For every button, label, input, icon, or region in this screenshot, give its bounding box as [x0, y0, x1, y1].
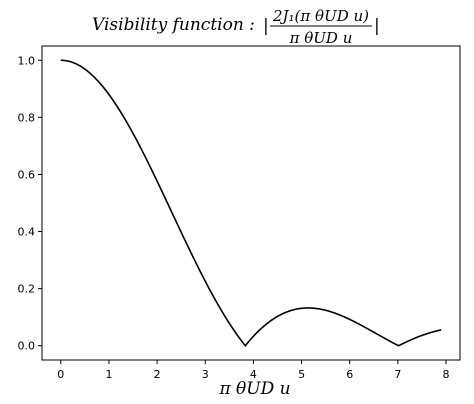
x-tick-label: 4 [250, 368, 257, 381]
y-tick-label: 0.6 [18, 168, 36, 181]
plot-area-frame [41, 45, 461, 361]
y-tick-label: 0.0 [18, 340, 36, 353]
x-axis-ticks: 0 1 2 3 4 5 6 7 8 [57, 360, 450, 381]
x-tick-label: 0 [57, 368, 64, 381]
x-tick-label: 6 [346, 368, 353, 381]
y-axis-ticks: 0.0 0.2 0.4 0.6 0.8 1.0 [18, 54, 42, 353]
x-tick-label: 7 [394, 368, 401, 381]
series-line [60, 59, 442, 347]
title-prefix: Visibility function : [92, 15, 255, 35]
x-axis-label: π θUD u [218, 379, 290, 399]
x-tick-label: 1 [105, 368, 112, 381]
title-numerator: 2J₁(π θUD u) [272, 7, 369, 25]
y-tick-label: 1.0 [18, 54, 36, 67]
y-tick-label: 0.4 [18, 226, 36, 239]
title-bar-left: | [263, 16, 269, 36]
title-bar-right: | [374, 16, 380, 36]
x-tick-label: 3 [202, 368, 209, 381]
title-denominator: π θUD u [289, 29, 353, 47]
y-tick-label: 0.8 [18, 111, 36, 124]
x-tick-label: 8 [443, 368, 450, 381]
x-tick-label: 5 [298, 368, 305, 381]
x-tick-label: 2 [154, 368, 161, 381]
chart-title: Visibility function : | 2J₁(π θUD u) π θ… [92, 7, 380, 47]
y-tick-label: 0.2 [18, 283, 36, 296]
